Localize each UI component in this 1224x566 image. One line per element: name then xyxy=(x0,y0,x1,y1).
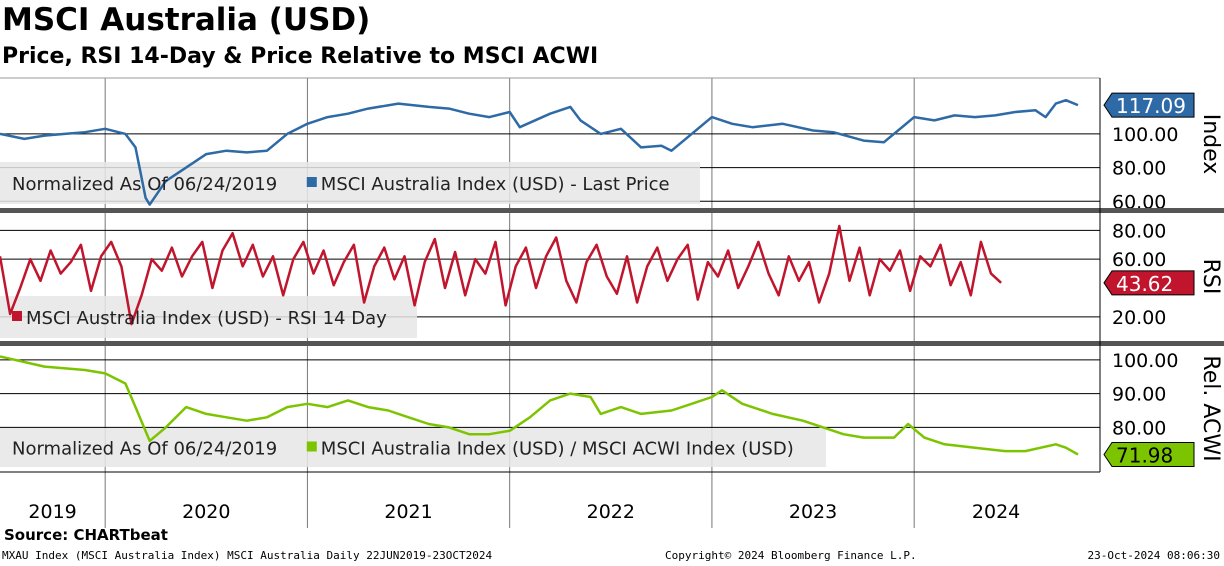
x-tick-label: 2020 xyxy=(182,501,230,523)
last-value-label: 43.62 xyxy=(1116,272,1173,296)
x-tick-label: 2023 xyxy=(789,501,837,523)
legend-swatch xyxy=(306,441,317,452)
y-tick-label: 100.00 xyxy=(1112,350,1178,372)
y-tick-label: 80.00 xyxy=(1112,158,1166,180)
legend-text: MSCI Australia Index (USD) - RSI 14 Day xyxy=(26,308,387,329)
y-tick-label: 90.00 xyxy=(1112,384,1166,406)
last-value-tag xyxy=(1103,442,1195,468)
legend-swatch xyxy=(306,177,317,187)
last-value-tag xyxy=(1103,92,1195,118)
legend-text: Normalized As Of 06/24/2019 xyxy=(12,439,277,460)
x-tick-label: 2021 xyxy=(384,501,432,523)
series-line-relative xyxy=(0,355,1079,456)
legend-box xyxy=(0,428,826,467)
legend-box xyxy=(0,296,417,338)
legend-text: MSCI Australia Index (USD) - Last Price xyxy=(321,174,670,195)
x-tick-label: 2019 xyxy=(28,501,76,523)
chart-title: MSCI Australia (USD) xyxy=(2,2,371,38)
x-tick-label: 2022 xyxy=(587,501,635,523)
y-tick-label: 80.00 xyxy=(1112,417,1166,439)
axis-label: Rel. ACWI xyxy=(1198,355,1223,461)
last-value-tag xyxy=(1103,270,1195,296)
chart-subtitle: Price, RSI 14-Day & Price Relative to MS… xyxy=(2,44,599,69)
y-tick-label: 20.00 xyxy=(1112,307,1166,329)
last-value-label: 71.98 xyxy=(1116,444,1173,468)
legend-box xyxy=(0,162,700,204)
axis-label: RSI xyxy=(1198,259,1223,295)
legend-swatch xyxy=(12,311,22,321)
footer-timestamp: 23-Oct-2024 08:06:30 xyxy=(1087,549,1220,562)
x-tick-label: 2024 xyxy=(972,501,1020,523)
source-label: Source: CHARTbeat xyxy=(4,526,168,544)
y-tick-label: 60.00 xyxy=(1112,249,1166,271)
series-line-rsi xyxy=(0,224,1002,326)
series-line-price xyxy=(0,98,1079,206)
footer-ticker: MXAU Index (MSCI Australia Index) MSCI A… xyxy=(2,549,493,562)
footer-copyright: Copyright© 2024 Bloomberg Finance L.P. xyxy=(665,549,917,562)
y-tick-label: 80.00 xyxy=(1112,220,1166,242)
legend-text: Normalized As Of 06/24/2019 xyxy=(12,174,277,195)
panel-divider xyxy=(0,208,1224,213)
legend-text: MSCI Australia Index (USD) / MSCI ACWI I… xyxy=(321,439,794,460)
y-tick-label: 100.00 xyxy=(1112,124,1178,146)
axis-label: Index xyxy=(1198,114,1223,175)
y-tick-label: 60.00 xyxy=(1112,191,1166,213)
last-value-label: 117.09 xyxy=(1116,94,1186,118)
panel-divider xyxy=(0,341,1224,346)
